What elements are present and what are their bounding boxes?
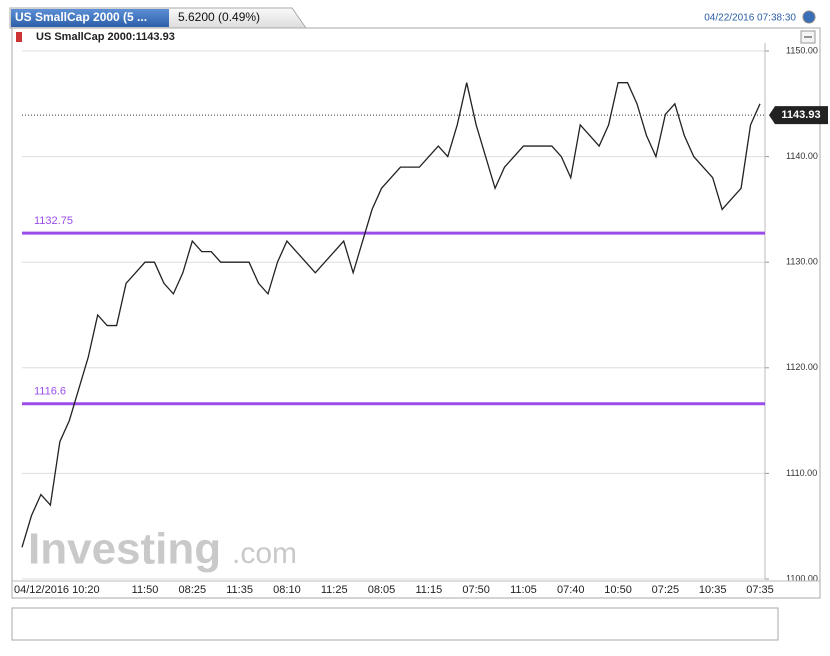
y-tick-label: 1150.00: [786, 45, 818, 55]
x-tick-label: 10:35: [699, 584, 727, 596]
y-tick-label: 1120.00: [786, 362, 818, 372]
legend: US SmallCap 2000:1143.93: [36, 31, 175, 43]
level-label: 1116.6: [34, 386, 66, 398]
refresh-icon[interactable]: [802, 10, 816, 24]
legend-icon: [16, 32, 22, 42]
x-tick-label: 10:50: [604, 584, 632, 596]
x-tick-label: 11:05: [510, 584, 537, 596]
level-label: 1132.75: [34, 215, 73, 227]
y-tick-label: 1110.00: [786, 468, 817, 478]
x-tick-label: 07:50: [462, 584, 490, 596]
watermark-suffix: .com: [232, 537, 297, 570]
tab-title[interactable]: US SmallCap 2000 (5 ...: [15, 10, 147, 24]
x-tick-label: 11:50: [132, 584, 159, 596]
x-tick-label: 08:10: [273, 584, 301, 596]
x-tick-label: 11:35: [226, 584, 253, 596]
tab-highlight: [11, 9, 169, 27]
y-tick-label: 1100.00: [786, 573, 818, 583]
last-price-box: [769, 106, 828, 125]
price-line: [21, 82, 761, 548]
timestamp: 04/22/2016 07:38:30: [704, 13, 796, 24]
change: 5.6200 (0.49%): [178, 10, 260, 24]
x-tick-label: 08:25: [179, 584, 207, 596]
last-price-label: 1143.93: [781, 109, 820, 121]
chart-frame: [11, 27, 821, 599]
x-tick-label: 04/12/2016 10:20: [14, 584, 100, 596]
x-tick-label: 08:05: [368, 584, 396, 596]
x-tick-label: 11:25: [321, 584, 348, 596]
x-tick-label: 07:40: [557, 584, 585, 596]
x-tick-label: 07:35: [746, 584, 774, 596]
watermark: Investing: [28, 525, 221, 574]
y-tick-label: 1130.00: [786, 257, 818, 267]
x-tick-label: 07:25: [652, 584, 680, 596]
navigator-frame: [11, 607, 779, 641]
y-tick-label: 1140.00: [786, 151, 818, 161]
x-tick-label: 11:15: [415, 584, 442, 596]
